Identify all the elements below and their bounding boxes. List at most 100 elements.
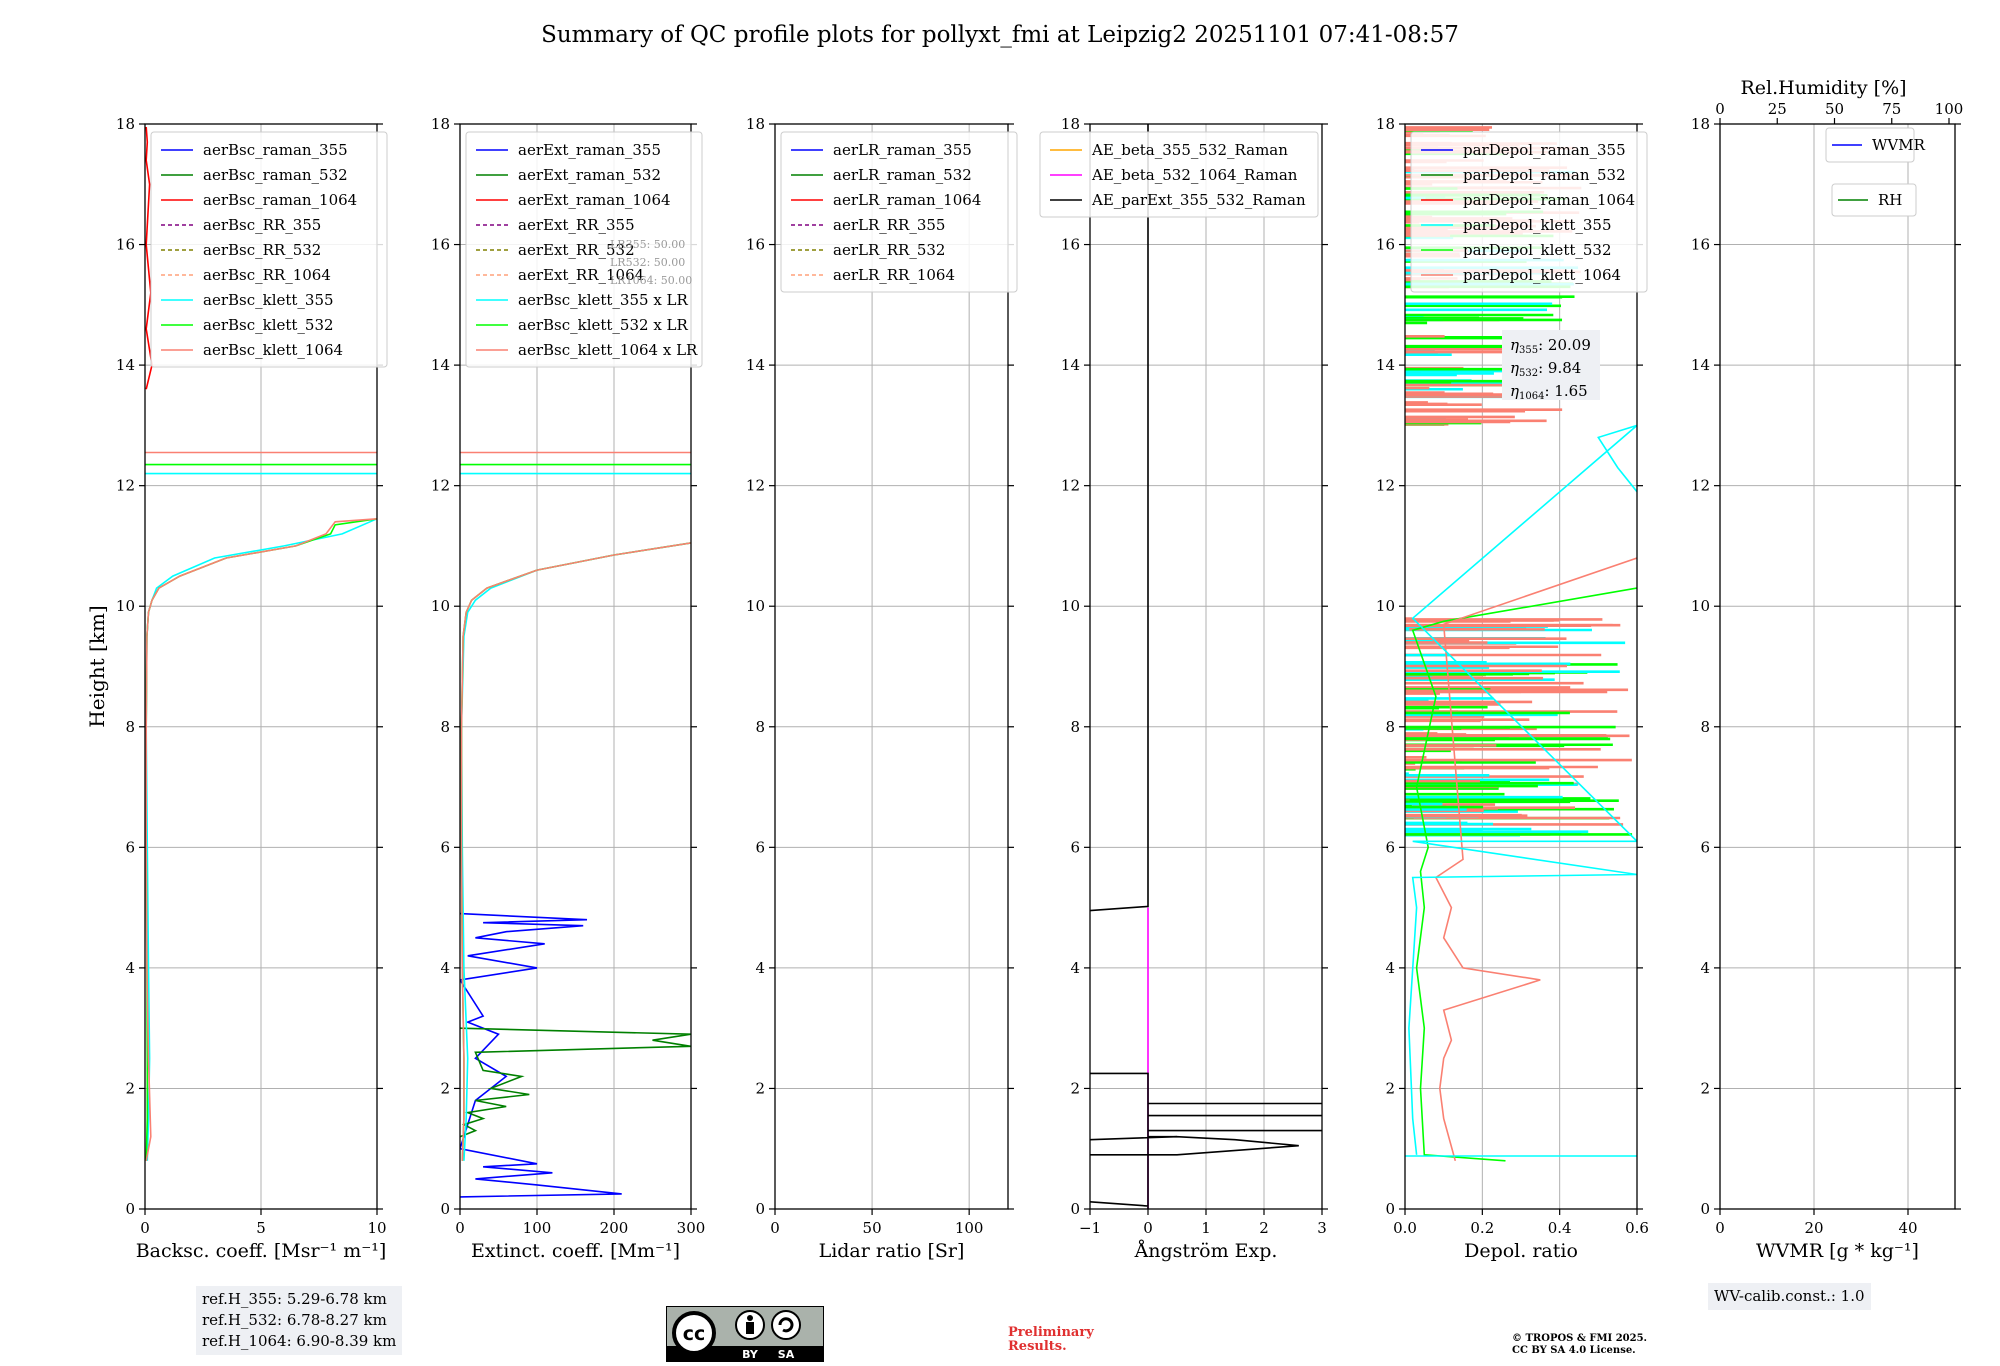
legend-label: aerExt_RR_355 <box>518 216 635 234</box>
y-tick-label: 2 <box>755 1079 765 1097</box>
legend-box <box>1831 183 1917 217</box>
x-tick-label: 0.4 <box>1548 1219 1572 1237</box>
series-aerBsc_klett_532 <box>145 518 377 1161</box>
y-tick-label: 0 <box>125 1200 135 1218</box>
axis-frame <box>144 123 378 1210</box>
x-tick-label: 0 <box>1715 1219 1725 1237</box>
series-aerBsc_klett_1064 x LR <box>460 542 691 1161</box>
legend-label-rh: RH <box>1878 191 1902 209</box>
preliminary-line1: Preliminary <box>1008 1325 1094 1340</box>
y-tick-label: 4 <box>1385 959 1395 977</box>
series-aerBsc_raman_1064 <box>145 126 153 390</box>
legend-label: aerLR_raman_532 <box>833 166 972 184</box>
y-tick-label: 0 <box>755 1200 765 1218</box>
legend-label: aerBsc_klett_1064 x LR <box>518 341 698 359</box>
legend-box <box>1825 127 1915 163</box>
x-tick-label: 0.2 <box>1470 1219 1494 1237</box>
x-tick-label: 0 <box>455 1219 465 1237</box>
y-tick-label: 2 <box>125 1079 135 1097</box>
top-x-tick-label: 75 <box>1882 100 1901 118</box>
legend-box <box>1039 131 1319 218</box>
y-tick-label: 14 <box>1376 356 1395 374</box>
top-x-tick-label: 50 <box>1825 100 1844 118</box>
x-tick-label: 2 <box>1259 1219 1269 1237</box>
legend-label: parDepol_raman_355 <box>1463 141 1626 159</box>
series-parDepol_klett_355 <box>1408 424 1637 1155</box>
legend-box <box>1410 131 1648 293</box>
axis-frame <box>774 123 1009 1210</box>
y-tick-label: 14 <box>1691 356 1710 374</box>
y-tick-label: 4 <box>125 959 135 977</box>
panel-depol: 0.0 0.2 0.4 0.6 0 2 4 6 8 10 12 14 16 18 Depol. ratio p… <box>1376 115 1649 1262</box>
y-tick-label: 12 <box>1061 477 1080 495</box>
top-x-tick-label: 25 <box>1768 100 1787 118</box>
preliminary-notice: Preliminary Results. <box>1008 1326 1094 1354</box>
y-tick-label: 18 <box>431 115 450 133</box>
legend-label: aerLR_raman_355 <box>833 141 972 159</box>
y-tick-label: 10 <box>1376 597 1395 615</box>
legend-label: parDepol_klett_1064 <box>1463 266 1621 284</box>
legend-label: aerBsc_RR_1064 <box>203 266 331 284</box>
y-tick-label: 8 <box>1700 718 1710 736</box>
legend-label: aerBsc_raman_355 <box>203 141 348 159</box>
y-tick-label: 16 <box>746 236 765 254</box>
x-axis-label: Depol. ratio <box>1464 1240 1578 1262</box>
y-tick-label: 4 <box>440 959 450 977</box>
y-tick-label: 0 <box>1070 1200 1080 1218</box>
x-tick-label: 100 <box>523 1219 552 1237</box>
x-axis-label: Lidar ratio [Sr] <box>819 1240 965 1262</box>
legend-label: aerBsc_klett_532 <box>203 316 334 334</box>
legend-label: aerBsc_RR_355 <box>203 216 321 234</box>
y-tick-label: 10 <box>116 597 135 615</box>
lr-label: LR1064: 50.00 <box>610 274 692 287</box>
legend-box <box>465 131 703 368</box>
legend-label: aerExt_raman_1064 <box>518 191 671 209</box>
y-tick-label: 12 <box>746 477 765 495</box>
x-tick-label: 1 <box>1201 1219 1211 1237</box>
series-aerBsc_klett_355 x LR <box>460 542 691 1161</box>
legend-label: parDepol_klett_355 <box>1463 216 1612 234</box>
ref-height-532: ref.H_532: 6.78-8.27 km <box>202 1311 387 1329</box>
legend-label: aerExt_raman_532 <box>518 166 661 184</box>
y-tick-label: 4 <box>1070 959 1080 977</box>
eta-label: η532: 9.84 <box>1510 359 1581 379</box>
eta-label: η1064: 1.65 <box>1510 382 1588 402</box>
y-tick-label: 8 <box>440 718 450 736</box>
y-tick-label: 12 <box>116 477 135 495</box>
y-tick-label: 12 <box>431 477 450 495</box>
legend-label: AE_beta_532_1064_Raman <box>1091 166 1298 184</box>
copyright-line1: © TROPOS & FMI 2025. <box>1512 1333 1648 1344</box>
legend-label: aerBsc_klett_355 <box>203 291 334 309</box>
y-tick-label: 0 <box>1385 1200 1395 1218</box>
series-aerBsc_klett_355 <box>145 518 377 1161</box>
panel-wvmr: 0 20 40 0 2 4 6 8 10 12 14 16 18 WVMR [g * kg⁻¹] WVMR R… <box>1691 77 1963 1262</box>
y-tick-label: 2 <box>1700 1079 1710 1097</box>
x-axis-label: Ångström Exp. <box>1134 1240 1278 1262</box>
y-tick-label: 8 <box>755 718 765 736</box>
y-tick-label: 0 <box>440 1200 450 1218</box>
x-tick-label: 5 <box>256 1219 266 1237</box>
wv-calib-box: WV-calib.const.: 1.0 <box>1708 1283 1871 1310</box>
legend-label: AE_parExt_355_532_Raman <box>1091 191 1306 209</box>
y-tick-label: 2 <box>1070 1079 1080 1097</box>
y-tick-label: 0 <box>1700 1200 1710 1218</box>
series-AE_parExt_upper <box>1090 124 1149 912</box>
eta-box <box>1502 330 1600 400</box>
legend-label: aerExt_raman_355 <box>518 141 661 159</box>
lr-label: LR355: 50.00 <box>610 238 685 251</box>
panel-backscatter: 0 5 10 0 2 4 6 8 10 12 14 16 18 Backsc. coeff. [Msr⁻¹… <box>85 115 388 1262</box>
x-axis-label: Backsc. coeff. [Msr⁻¹ m⁻¹] <box>136 1240 387 1262</box>
panel-lidar_ratio: 0 50 100 0 2 4 6 8 10 12 14 16 18 Lidar ratio [Sr] aer… <box>746 115 1018 1262</box>
y-tick-label: 18 <box>1061 115 1080 133</box>
x-tick-label: 0 <box>770 1219 780 1237</box>
series-aerBsc_klett_1064 <box>145 518 377 1161</box>
legend-label: aerBsc_klett_532 x LR <box>518 316 689 334</box>
legend-label: aerExt_RR_532 <box>518 241 635 259</box>
y-tick-label: 16 <box>1691 236 1710 254</box>
y-tick-label: 6 <box>440 838 450 856</box>
x-tick-label: −1 <box>1079 1219 1101 1237</box>
y-tick-label: 14 <box>431 356 450 374</box>
y-tick-label: 10 <box>1691 597 1710 615</box>
